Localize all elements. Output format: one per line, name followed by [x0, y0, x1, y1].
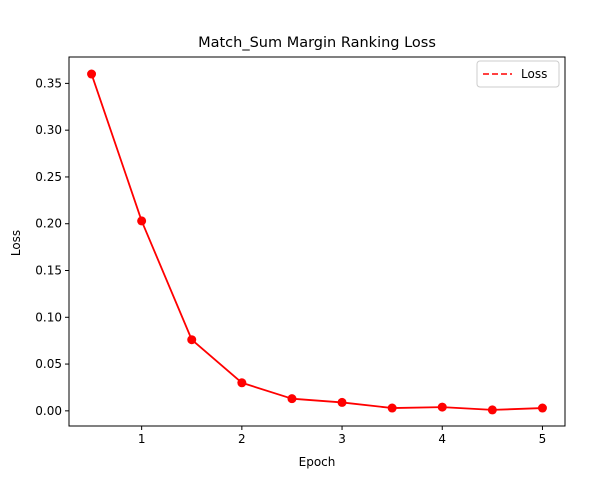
data-point [187, 335, 197, 345]
y-tick-label: 0.20 [35, 217, 62, 231]
x-axis-label: Epoch [299, 455, 336, 469]
legend: Loss [476, 60, 560, 88]
data-point [137, 216, 147, 226]
data-point [487, 405, 497, 415]
y-tick-label: 0.05 [35, 357, 62, 371]
x-tick-label: 4 [438, 432, 446, 446]
plot-area [68, 56, 566, 427]
x-tick-label: 1 [138, 432, 146, 446]
y-axis-label: Loss [9, 230, 23, 256]
data-point [237, 378, 247, 388]
data-point [437, 402, 447, 412]
chart-title: Match_Sum Margin Ranking Loss [198, 35, 436, 51]
axes-frame [68, 56, 566, 427]
y-tick-label: 0.25 [35, 170, 62, 184]
x-tick-label: 2 [238, 432, 246, 446]
y-tick-label: 0.15 [35, 264, 62, 278]
y-tick-label: 0.35 [35, 76, 62, 90]
y-tick-label: 0.10 [35, 310, 62, 324]
legend-entry-loss: Loss [521, 67, 547, 81]
data-point [87, 69, 97, 79]
x-tick-label: 3 [338, 432, 346, 446]
data-point [337, 397, 347, 407]
x-tick-label: 5 [539, 432, 547, 446]
y-tick-label: 0.30 [35, 123, 62, 137]
data-point [287, 394, 297, 404]
series-line-loss [90, 73, 543, 411]
series-layer [87, 69, 547, 415]
data-point [387, 403, 397, 413]
data-point [537, 403, 547, 413]
x-axis: 1 2 3 4 5 [138, 426, 546, 446]
y-axis: 0.00 0.05 0.10 0.15 0.20 0.25 0.30 0.35 [35, 76, 69, 418]
y-tick-label: 0.00 [35, 404, 62, 418]
legend-frame [476, 60, 560, 88]
